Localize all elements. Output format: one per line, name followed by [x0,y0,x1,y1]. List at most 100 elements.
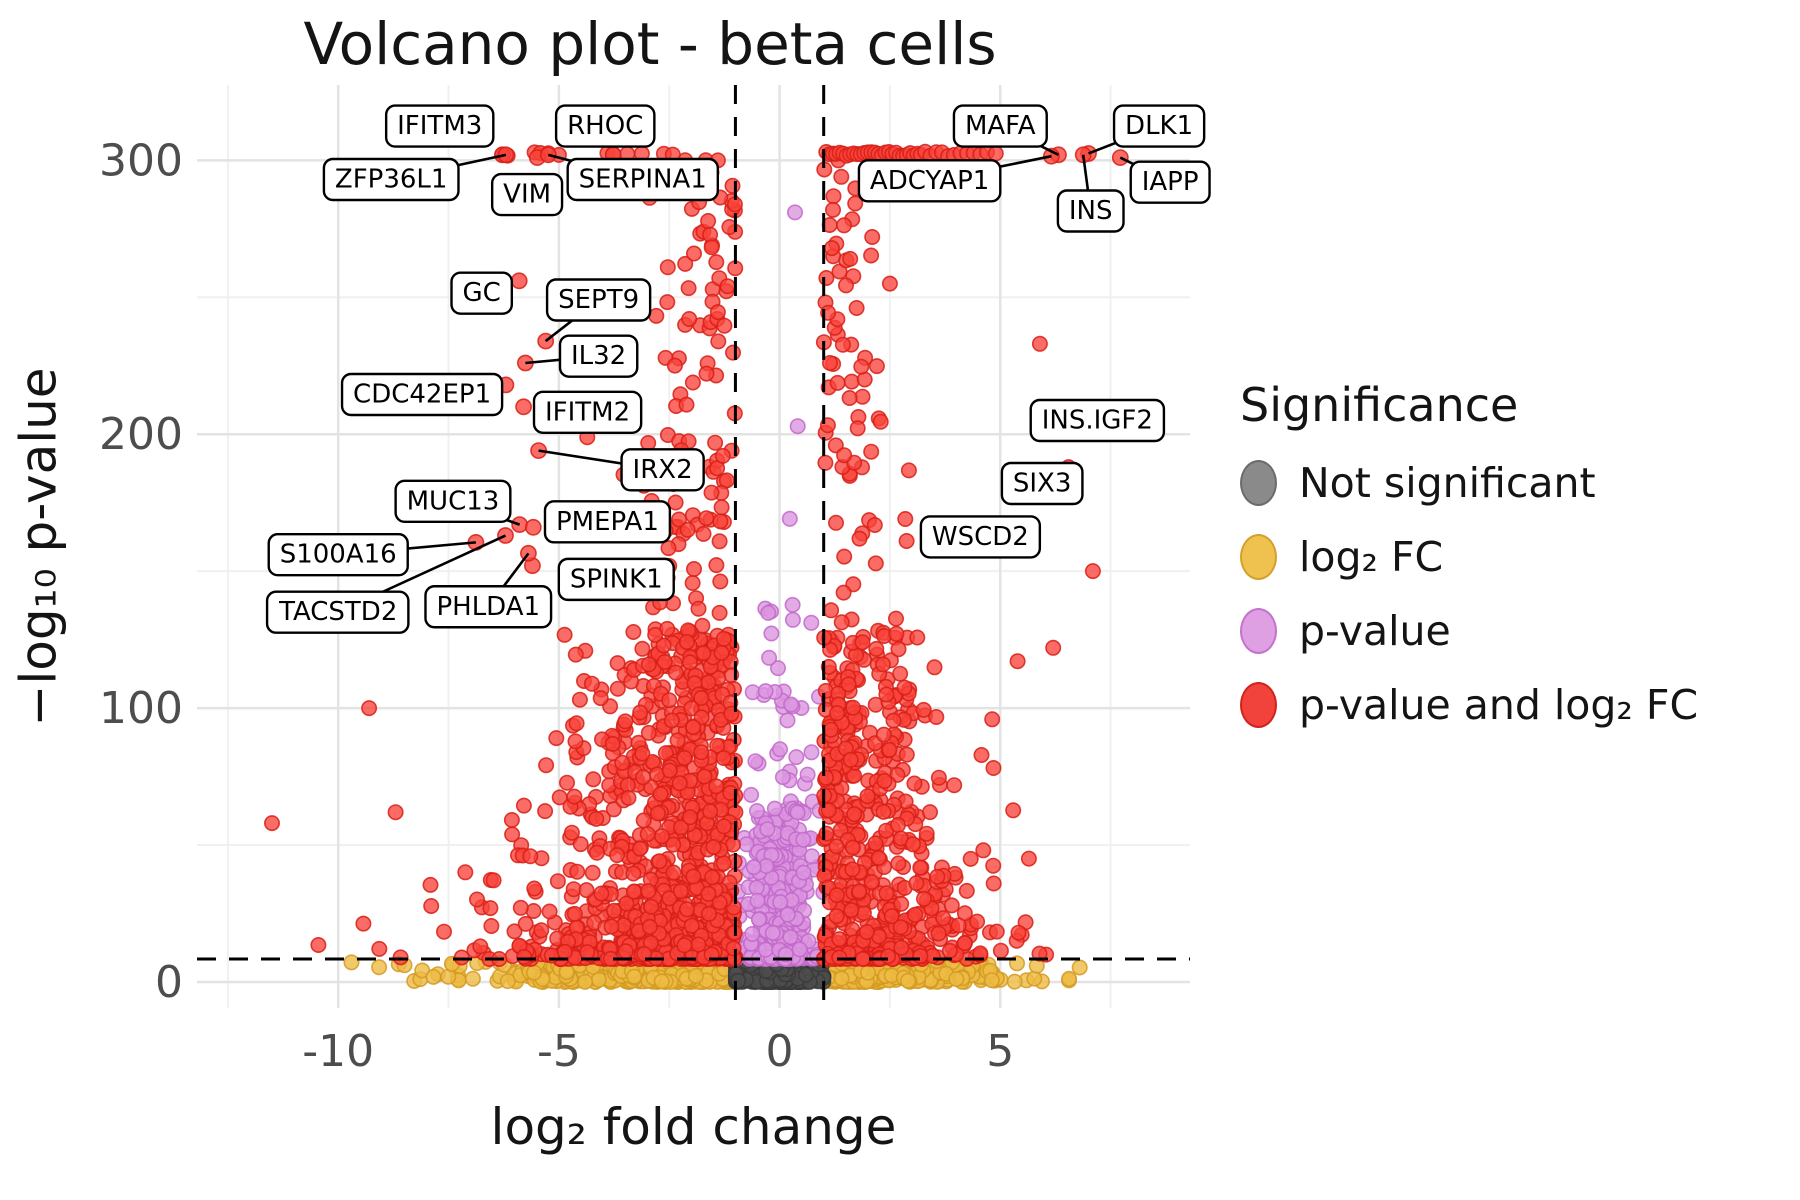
data-point-both [840,676,857,693]
data-point-both [571,691,588,708]
data-point-both [685,560,702,577]
data-point-both [893,895,910,912]
gene-label-text: ZFP36L1 [335,164,448,194]
data-point-both [634,769,651,786]
data-point-p [764,924,781,941]
data-point-both [868,640,885,657]
data-point-both [853,358,870,375]
gene-label-text: S100A16 [280,540,397,570]
data-point-both [653,828,670,845]
data-point-both [609,847,626,864]
data-point-both [387,804,404,821]
data-point-both [928,708,945,725]
data-point-both [906,775,923,792]
data-point-both [829,374,846,391]
y-tick-label: 100 [99,683,183,734]
data-point-both [987,145,1004,162]
data-point-both [984,711,1001,728]
x-tick-label: -5 [537,1026,581,1077]
data-point-both [666,357,683,374]
data-point-both [889,816,906,833]
data-point-p [781,510,798,527]
data-point-both [908,875,925,892]
legend-swatch-log2fc-icon [1240,534,1277,580]
legend-swatch-pvalue-icon [1240,608,1277,654]
data-point-both [588,810,605,827]
gene-label-text: SERPINA1 [579,164,707,194]
data-point-both [661,762,678,779]
data-point-p [783,696,800,713]
data-point-fc [626,968,643,985]
gene-label-text: IFITM3 [397,111,482,141]
data-point-both [665,864,682,881]
gene-label-text: INS [1069,196,1113,226]
data-point-both [310,936,327,953]
legend-swatch-pvalue-and-log2fc-icon [1240,682,1277,728]
data-point-p [786,204,803,221]
data-point-both [881,275,898,292]
data-point-fc [590,971,607,988]
data-point-both [566,788,583,805]
data-point-both [556,943,573,960]
data-point-both [929,868,946,885]
legend-item-label: p-value and log₂ FC [1299,681,1699,729]
data-point-p [748,879,765,896]
data-point-p [759,821,776,838]
data-point-both [719,278,736,295]
data-point-both [703,239,720,256]
data-point-p [795,864,812,881]
data-point-both [985,857,1002,874]
data-point-both [680,280,697,297]
data-point-p [769,660,786,677]
data-point-fc [653,973,670,990]
data-point-both [1005,802,1022,819]
data-point-fc [577,973,594,990]
data-point-both [652,786,669,803]
data-point-fc [983,972,1000,989]
data-point-both [818,269,835,286]
data-point-both [708,254,725,271]
data-point-both [827,514,844,531]
data-point-both [707,434,724,451]
data-point-both [822,721,839,738]
data-point-both [482,900,499,917]
data-point-p [748,802,765,819]
data-point-fc [833,970,850,987]
data-point-both [659,294,676,311]
data-point-both [887,610,904,627]
data-point-both [678,396,695,413]
data-point-both [625,865,642,882]
data-point-both [962,850,979,867]
data-point-both [1084,563,1101,580]
data-point-both [973,746,990,763]
data-point-both [548,730,565,747]
legend: Significance Not significant log₂ FC p-v… [1240,378,1698,754]
data-point-both [988,923,1005,940]
data-point-both [634,745,651,762]
data-point-both [863,443,880,460]
gene-label-text: IL32 [571,341,626,371]
gene-label-text: VIM [503,180,551,210]
data-point-both [663,712,680,729]
data-point-both [651,853,668,870]
data-point-both [533,922,550,939]
data-point-both [866,516,883,533]
data-point-p [803,744,820,761]
data-point-p [744,925,761,942]
y-tick-label: 300 [99,135,183,186]
data-point-p [799,766,816,783]
data-point-both [724,177,741,194]
data-point-both [858,923,875,940]
data-point-both [1020,850,1037,867]
gene-label-text: IFITM2 [545,397,630,427]
data-point-both [524,518,542,536]
data-point-both [263,815,280,832]
data-point-both [695,645,712,662]
data-point-both [843,902,860,919]
legend-item-label: Not significant [1299,459,1596,507]
data-point-both [950,917,967,934]
data-point-both [892,919,909,936]
data-point-both [946,777,963,794]
data-point-both [543,947,560,964]
data-point-both [526,880,543,897]
